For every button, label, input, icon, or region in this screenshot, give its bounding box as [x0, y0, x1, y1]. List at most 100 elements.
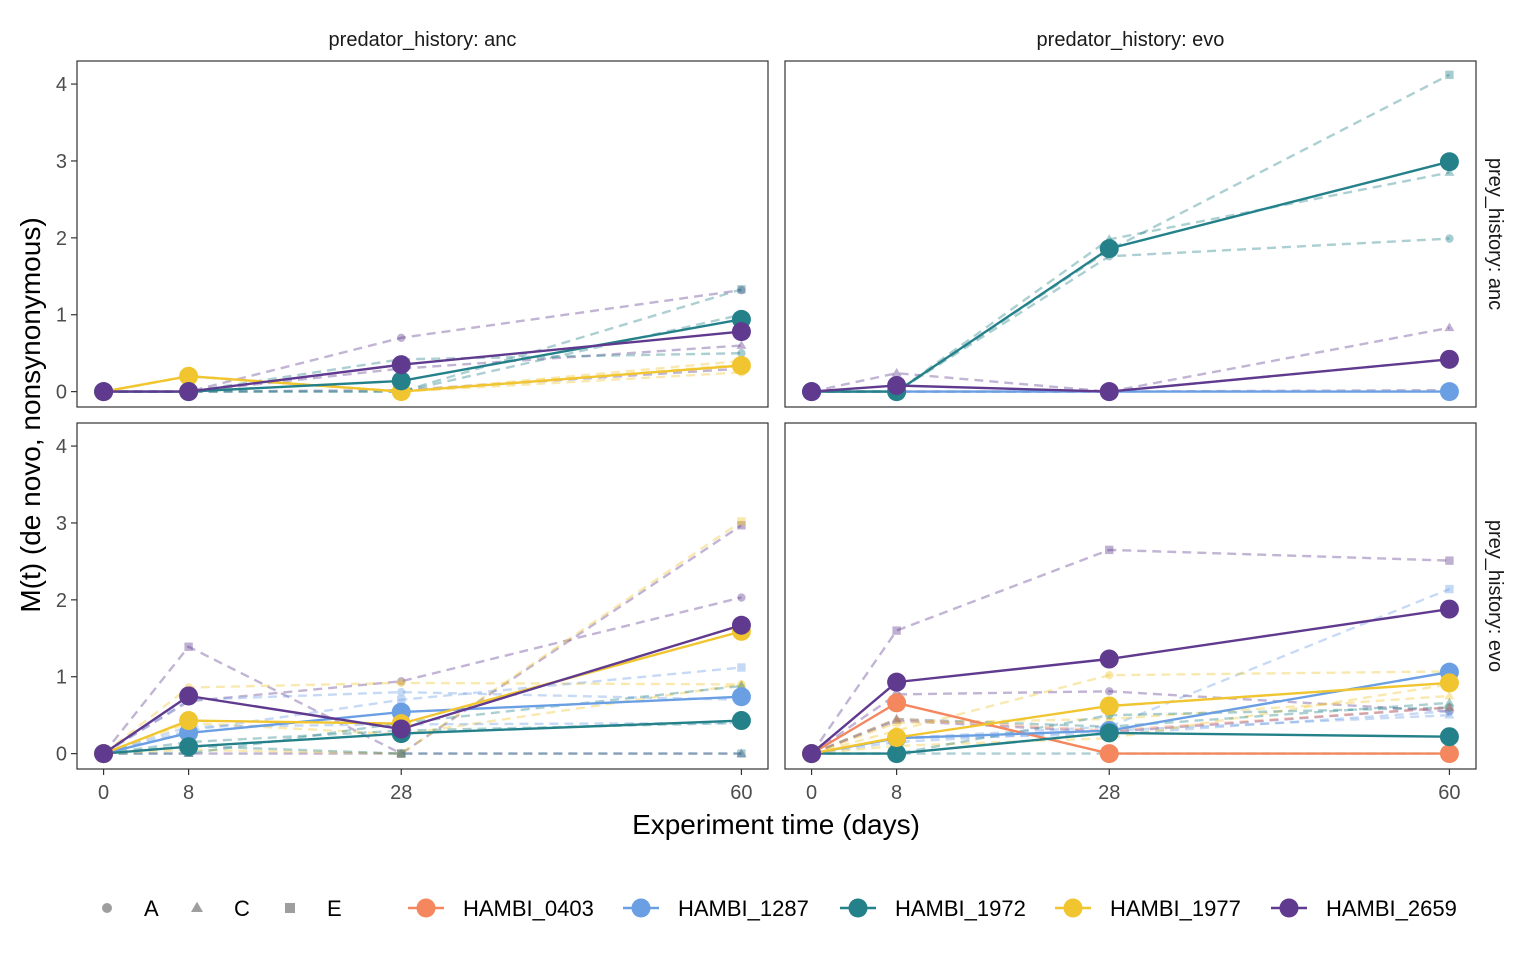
replicate-point — [737, 285, 746, 294]
mean-point — [887, 672, 907, 692]
mean-point — [1439, 599, 1459, 619]
replicate-point — [736, 679, 747, 688]
legend-key-e — [285, 903, 295, 913]
mean-line — [103, 719, 742, 755]
replicate-point — [396, 748, 407, 757]
replicate-point — [397, 687, 406, 697]
mean-point — [1439, 744, 1459, 764]
mean-point — [179, 382, 199, 402]
replicate-point — [1445, 234, 1454, 243]
replicate-line — [102, 681, 742, 755]
legend-key-point — [1279, 898, 1299, 918]
y-axis-title: M(t) (de novo, nonsynonymous) — [15, 217, 46, 612]
mean-line — [811, 681, 1450, 755]
replicate-line — [102, 596, 742, 755]
replicate-point — [397, 749, 406, 758]
facet-panel: 0 1 2 3 4 — [56, 60, 769, 408]
replicate-point — [1444, 322, 1455, 332]
mean-point — [887, 375, 907, 395]
mean-line — [810, 701, 1450, 755]
replicate-point — [891, 713, 902, 723]
x-tick-label: 60 — [1438, 782, 1460, 804]
replicate-point — [737, 348, 746, 358]
mean-point — [1099, 744, 1119, 764]
replicate-point — [737, 593, 746, 602]
replicate-line — [103, 313, 742, 393]
replicate-point — [1445, 707, 1454, 716]
replicate-point — [736, 748, 747, 757]
panel-background — [77, 61, 768, 407]
mean-point — [179, 737, 199, 757]
y-tick-label: 1 — [56, 667, 67, 689]
x-tick-label: 0 — [806, 782, 817, 804]
replicate-line — [811, 710, 1450, 755]
panel-border — [784, 60, 1477, 408]
replicate-line — [103, 371, 742, 393]
replicate-point — [891, 717, 902, 727]
mean-point — [1439, 673, 1459, 693]
mean-point — [94, 382, 114, 402]
replicate-point — [737, 517, 746, 526]
mean-point — [1099, 723, 1119, 743]
replicate-point — [891, 367, 902, 377]
mean-point — [1099, 382, 1119, 402]
legend-label: A — [144, 896, 159, 921]
replicate-point — [1105, 670, 1114, 680]
replicate-point — [1444, 690, 1455, 700]
replicate-line — [103, 359, 742, 393]
y-tick-label: 2 — [56, 590, 67, 612]
mean-point — [1099, 696, 1119, 716]
replicate-line — [102, 690, 742, 755]
mean-point — [1439, 727, 1459, 747]
mean-point — [1439, 382, 1459, 402]
legend-key-point — [416, 898, 436, 918]
replicate-point — [1104, 713, 1115, 723]
replicate-point — [1444, 702, 1455, 711]
mean-point — [1099, 239, 1119, 259]
mean-point — [731, 687, 751, 707]
legend-key-point — [848, 898, 868, 918]
replicate-line — [811, 670, 1450, 755]
replicate-line — [811, 326, 1450, 393]
mean-point — [1439, 349, 1459, 369]
replicate-point — [397, 677, 406, 686]
replicate-line — [103, 666, 742, 755]
legend-key-point — [1063, 898, 1083, 918]
mean-point — [802, 744, 822, 764]
x-tick-label: 60 — [730, 782, 752, 804]
mean-point — [179, 686, 199, 706]
y-tick-label: 0 — [56, 382, 67, 404]
replicate-point — [1444, 167, 1455, 176]
replicate-line — [811, 706, 1450, 755]
facet-panel: 0 8 28 60 — [784, 422, 1477, 804]
y-tick-label: 2 — [56, 228, 67, 250]
y-tick-label: 1 — [56, 305, 67, 327]
replicate-line — [811, 714, 1450, 755]
y-tick-label: 3 — [56, 513, 67, 535]
legend-key-point — [631, 898, 651, 918]
panel-border — [76, 60, 769, 408]
replicate-line — [103, 344, 742, 393]
legend: A C E HAMBI_0403 HAMBI_1287 HAMBI_1972 HAMBI_1… — [102, 896, 1457, 921]
mean-line — [102, 624, 742, 755]
replicate-line — [811, 171, 1450, 393]
x-tick-label: 8 — [891, 782, 902, 804]
x-tick-label: 28 — [390, 782, 412, 804]
x-axis-title: Experiment time (days) — [632, 809, 920, 840]
replicate-point — [737, 663, 746, 672]
legend-label: HAMBI_1977 — [1110, 896, 1241, 921]
legend-label: HAMBI_2659 — [1326, 896, 1457, 921]
panel-background — [785, 61, 1476, 407]
x-tick-label: 8 — [183, 782, 194, 804]
replicate-point — [397, 678, 406, 688]
replicate-line — [811, 706, 1450, 755]
replicate-point — [1445, 556, 1454, 565]
replicate-point — [1105, 687, 1114, 696]
replicate-point — [892, 626, 901, 635]
replicate-point — [184, 642, 193, 651]
legend-key-a — [102, 903, 112, 913]
replicate-point — [1445, 703, 1454, 712]
y-tick-label: 4 — [56, 74, 67, 96]
mean-point — [731, 711, 751, 731]
